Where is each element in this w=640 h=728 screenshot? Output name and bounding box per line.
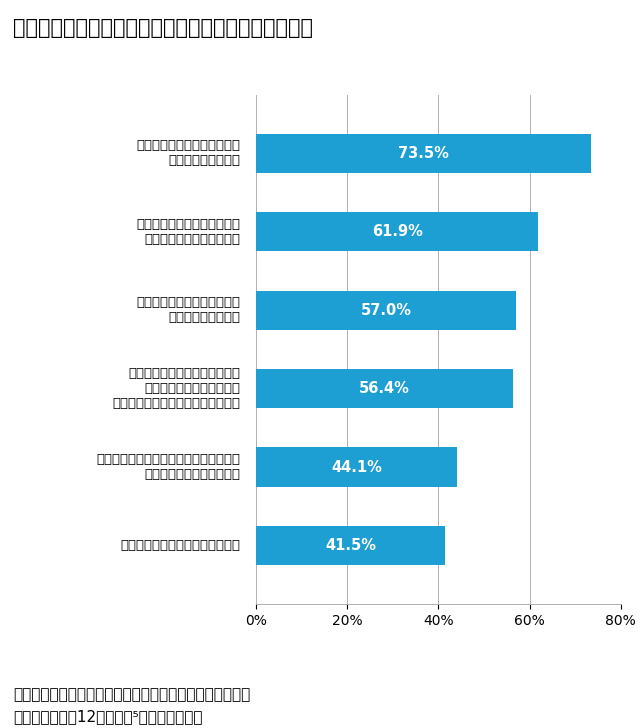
Text: 73.5%: 73.5%: [398, 146, 449, 161]
Bar: [256, 290, 516, 330]
Text: 44.1%: 44.1%: [331, 459, 382, 475]
Bar: [256, 448, 457, 486]
Bar: [256, 213, 538, 251]
Text: 57.0%: 57.0%: [360, 303, 412, 317]
Text: 出所：内閣府政府広報室「認知症に関する世論調査」の概
　要（令和元年12月調査）⁵）より一部改変: 出所：内閣府政府広報室「認知症に関する世論調査」の概 要（令和元年12月調査）⁵…: [13, 687, 250, 724]
Bar: [256, 134, 591, 173]
Text: 図３　認知症に対する不安（本人自身、上位６項目）: 図３ 認知症に対する不安（本人自身、上位６項目）: [13, 18, 313, 38]
Text: 61.9%: 61.9%: [372, 224, 422, 240]
Text: 41.5%: 41.5%: [325, 538, 376, 553]
Bar: [256, 526, 445, 565]
Text: 56.4%: 56.4%: [359, 381, 410, 396]
Bar: [256, 369, 513, 408]
